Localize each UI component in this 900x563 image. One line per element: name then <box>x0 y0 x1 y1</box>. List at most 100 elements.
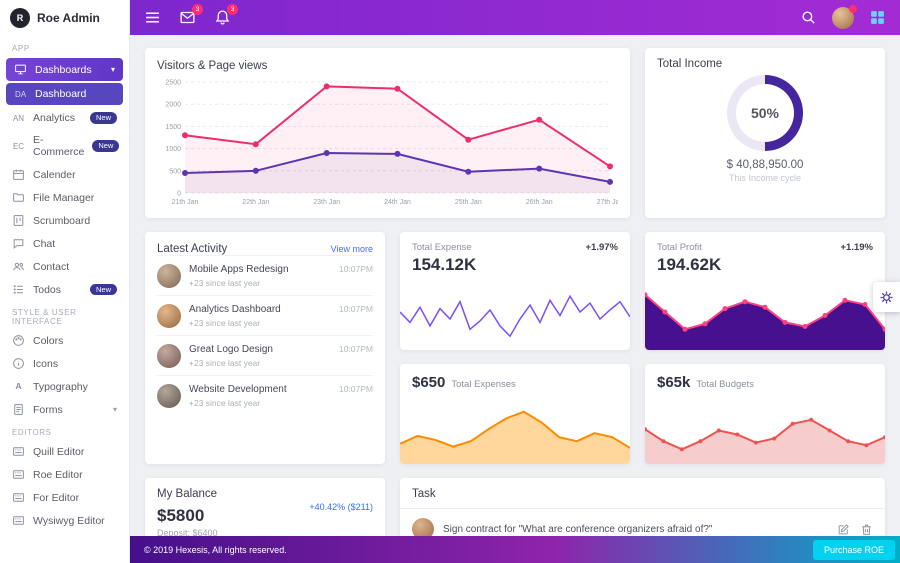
svg-text:27th Jan: 27th Jan <box>597 199 618 206</box>
apps-grid-icon[interactable] <box>869 9 886 26</box>
sidebar-item-colors[interactable]: Colors <box>0 329 129 352</box>
item-prefix: EC <box>12 141 25 151</box>
sidebar-item-wysiwyg-editor[interactable]: Wysiwyg Editor <box>0 509 129 532</box>
kpi-delta: +1.19% <box>840 242 874 253</box>
sidebar-item-label: Quill Editor <box>33 445 85 458</box>
sidebar-item-forms[interactable]: Forms ▾ <box>0 398 129 421</box>
svg-text:1000: 1000 <box>165 146 181 153</box>
purchase-roe-button[interactable]: Purchase ROE <box>812 539 895 560</box>
sidebar-item-todos[interactable]: Todos New <box>0 278 129 301</box>
sidebar-item-dashboards[interactable]: Dashboards ▾ <box>6 58 123 81</box>
sidebar-item-scrumboard[interactable]: Scrumboard <box>0 209 129 232</box>
sidebar-item-ecommerce[interactable]: EC E-Commerce New <box>0 129 129 163</box>
activity-subtitle: +23 since last year <box>189 357 261 368</box>
chat-bubble-icon <box>12 237 25 250</box>
chevron-down-icon: ▾ <box>110 65 115 74</box>
kpi-label: Total Profit <box>657 242 702 253</box>
sidebar-item-label: Wysiwyg Editor <box>33 514 105 527</box>
activity-avatar <box>157 383 181 408</box>
svg-text:26th Jan: 26th Jan <box>526 199 553 206</box>
activity-body: Great Logo Design +23 since last year <box>189 344 331 368</box>
column-middle: Total Expense +1.97% 154.12K $650 Total … <box>400 232 630 464</box>
new-badge: New <box>92 140 120 152</box>
sidebar-item-roe-editor[interactable]: Roe Editor <box>0 463 129 486</box>
activity-title: Analytics Dashboard <box>189 303 281 315</box>
new-badge: New <box>89 283 117 296</box>
editor-icon <box>12 445 25 458</box>
expense-sparkline-chart <box>400 275 630 350</box>
menu-toggle-icon[interactable] <box>144 9 161 26</box>
sidebar-item-label: Calender <box>33 168 76 181</box>
task-list-item[interactable]: Sign contract for "What are conference o… <box>412 509 873 536</box>
editor-icon <box>12 491 25 504</box>
kpi-header: Total Expense +1.97% 154.12K <box>400 232 630 275</box>
user-avatar[interactable] <box>832 4 857 29</box>
activity-subtitle: +23 since last year <box>189 277 261 288</box>
svg-text:A: A <box>15 381 22 391</box>
search-icon[interactable] <box>800 9 817 26</box>
card-title: Visitors & Page views <box>157 60 268 72</box>
settings-panel-toggle[interactable] <box>873 282 900 312</box>
kpi-label: Total Expense <box>412 242 472 253</box>
sidebar-item-label: For Editor <box>33 491 80 504</box>
sidebar-item-dashboard[interactable]: DA Dashboard <box>6 83 123 105</box>
mini-header: $650 Total Expenses <box>400 364 630 391</box>
sidebar-item-calender[interactable]: Calender <box>0 163 129 186</box>
row-2: Latest Activity View more Mobile Apps Re… <box>145 232 885 464</box>
card-title: My Balance <box>157 488 218 500</box>
svg-text:2500: 2500 <box>165 80 181 87</box>
svg-text:1500: 1500 <box>165 124 181 131</box>
todo-list-icon <box>12 283 25 296</box>
activity-header: Latest Activity View more <box>157 243 373 255</box>
folder-icon <box>12 191 25 204</box>
sidebar-item-chat[interactable]: Chat <box>0 232 129 255</box>
trash-icon[interactable] <box>860 523 873 536</box>
activity-avatar <box>157 263 181 288</box>
topbar: 3 3 <box>130 0 900 35</box>
mini-label: Total Expenses <box>451 379 516 390</box>
activity-list-item[interactable]: Great Logo Design +23 since last year 10… <box>157 335 373 375</box>
kpi-delta: +1.97% <box>585 242 619 253</box>
footer: © 2019 Hexesis, All rights reserved. Pur… <box>130 536 900 563</box>
sidebar-nav: APP Dashboards ▾ DA Dashboard AN Analyti… <box>0 35 129 563</box>
activity-time: 10:07PM <box>338 303 373 314</box>
activity-list-item[interactable]: Analytics Dashboard +23 since last year … <box>157 295 373 335</box>
sidebar-item-quill-editor[interactable]: Quill Editor <box>0 440 129 463</box>
activity-subtitle: +23 since last year <box>189 317 261 328</box>
sidebar-item-label: File Manager <box>33 191 95 204</box>
activity-list-item[interactable]: Website Development +23 since last year … <box>157 375 373 415</box>
new-badge: New <box>89 112 117 124</box>
sidebar-item-analytics[interactable]: AN Analytics New <box>0 107 129 129</box>
total-budgets-mini-card: $65k Total Budgets <box>645 364 885 464</box>
sidebar-item-typography[interactable]: A Typography <box>0 375 129 398</box>
sidebar-item-file-manager[interactable]: File Manager <box>0 186 129 209</box>
item-prefix: AN <box>12 113 25 123</box>
copyright-text: © 2019 Hexesis, All rights reserved. <box>144 544 287 555</box>
sidebar-item-label: Dashboard <box>35 88 87 100</box>
mail-icon[interactable]: 3 <box>179 4 203 26</box>
main-area: 3 3 Visitors & Page views 0 500 1000 1500 20… <box>130 0 900 563</box>
edit-icon[interactable] <box>837 523 850 536</box>
notifications-bell-icon[interactable]: 3 <box>214 4 238 26</box>
sidebar-item-label: E-Commerce <box>33 134 85 158</box>
visitors-line-chart: 0 500 1000 1500 2000 2500 21th Jan 22th Jan 23th… <box>157 76 618 207</box>
sidebar-item-contact[interactable]: Contact <box>0 255 129 278</box>
section-label-app: APP <box>12 44 30 53</box>
item-prefix: DA <box>14 89 27 99</box>
avatar-status-badge <box>849 4 857 13</box>
visitors-pageviews-card: Visitors & Page views 0 500 1000 1500 2000 25… <box>145 48 630 218</box>
activity-list-item[interactable]: Mobile Apps Redesign +23 since last year… <box>157 255 373 295</box>
svg-text:500: 500 <box>169 168 181 175</box>
sidebar-item-label: Contact <box>33 260 70 273</box>
sidebar-item-label: Chat <box>33 237 56 250</box>
income-caption: This Income cycle <box>728 173 802 183</box>
card-title: Latest Activity <box>157 243 228 255</box>
sidebar-item-icons[interactable]: Icons <box>0 352 129 375</box>
sidebar-item-for-editor[interactable]: For Editor <box>0 486 129 509</box>
income-donut-chart: 50% <box>727 75 803 151</box>
view-more-link[interactable]: View more <box>330 244 373 254</box>
activity-subtitle: +23 since last year <box>189 397 261 408</box>
form-document-icon <box>12 403 25 416</box>
mini-label: Total Budgets <box>696 379 754 390</box>
brand: R Roe Admin <box>0 0 129 35</box>
